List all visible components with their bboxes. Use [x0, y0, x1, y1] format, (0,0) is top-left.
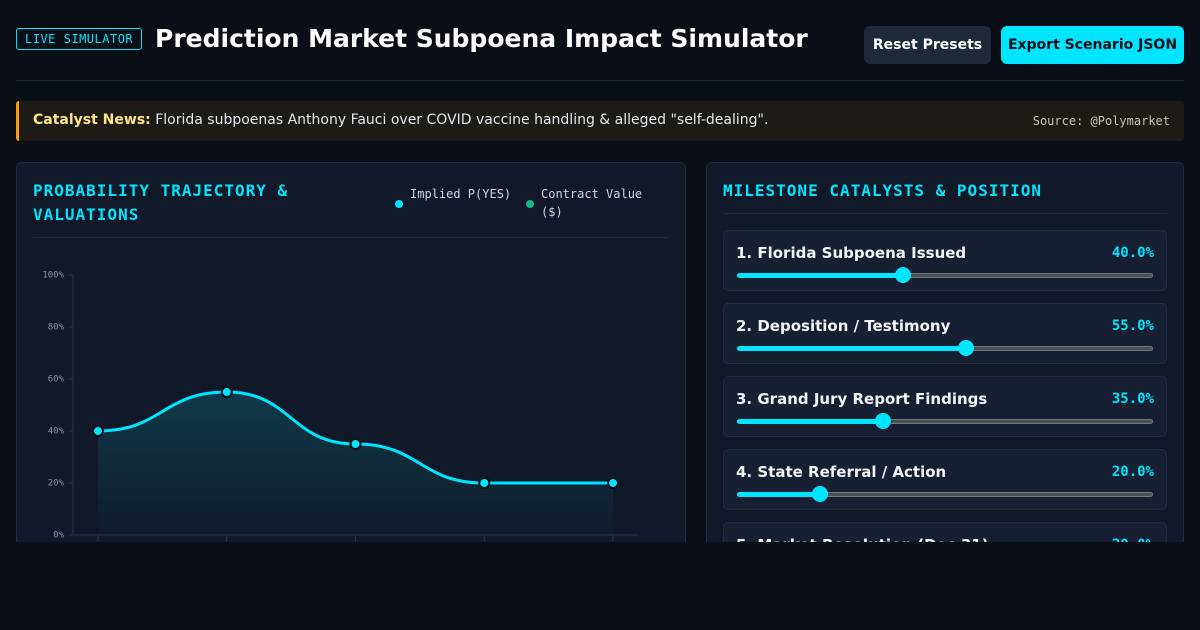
viewport: LIVE SIMULATOR Prediction Market Subpoen…: [16, 24, 1184, 542]
legend-label: Contract Value ($): [541, 187, 643, 219]
badge: LIVE SIMULATOR: [16, 28, 143, 50]
page-title: Prediction Market Subpoena Impact Simula…: [155, 24, 808, 53]
divider: [33, 237, 669, 238]
milestone-card: 1. Florida Subpoena Issued 40.0%: [723, 230, 1167, 291]
milestone-value: 55.0%: [1111, 318, 1154, 334]
banner-label: Catalyst News:: [33, 112, 151, 128]
milestone-value: 40.0%: [1111, 245, 1154, 261]
slider-knob[interactable]: [895, 267, 912, 283]
milestone-name: 5. Market Resolution (Dec 31): [736, 536, 989, 542]
milestone-name: 2. Deposition / Testimony: [736, 317, 951, 335]
legend-label: Implied P(YES): [410, 187, 512, 201]
milestone-card: 3. Grand Jury Report Findings 35.0%: [723, 376, 1167, 437]
point: [349, 438, 362, 450]
point: [607, 477, 619, 489]
point: [92, 425, 104, 437]
y-tick-label: 60%: [48, 375, 65, 385]
y-tick-label: 80%: [48, 323, 65, 333]
y-tick-label: 0%: [53, 531, 64, 541]
milestone-value: 20.0%: [1112, 537, 1154, 542]
slider-fill: [737, 346, 966, 351]
point: [220, 386, 233, 398]
y-tick-label: 40%: [48, 427, 65, 437]
banner-source: Source: @Polymarket: [1032, 114, 1170, 128]
banner: Catalyst News: Florida subpoenas Anthony…: [16, 101, 1184, 141]
milestone-card: 2. Deposition / Testimony 55.0%: [723, 303, 1167, 364]
banner-text: Catalyst News: Florida subpoenas Anthony…: [33, 112, 768, 128]
milestone-name: 1. Florida Subpoena Issued: [736, 244, 967, 262]
milestone-name: 3. Grand Jury Report Findings: [736, 390, 988, 408]
milestone-name: 4. State Referral / Action: [736, 463, 947, 481]
legend-swatch: [395, 200, 403, 208]
export-button[interactable]: Export Scenario JSON: [1001, 26, 1184, 64]
y-tick-label: 100%: [42, 271, 64, 281]
milestone-value: 20.0%: [1111, 464, 1154, 480]
slider-fill: [737, 419, 883, 424]
slider-fill: [737, 492, 821, 497]
slider-fill: [737, 273, 904, 278]
slider-knob[interactable]: [812, 486, 829, 502]
divider: [723, 213, 1167, 214]
milestone-title: MILESTONE CATALYSTS & POSITION: [723, 181, 1042, 200]
chart: 0% 20% 40% 60% 80% 100%: [42, 271, 639, 542]
divider: [16, 80, 1184, 81]
milestone-card: 4. State Referral / Action 20.0%: [723, 449, 1167, 510]
reset-button[interactable]: Reset Presets: [864, 26, 991, 64]
slider-knob[interactable]: [957, 340, 974, 356]
milestone-card: 5. Market Resolution (Dec 31) 20.0%: [723, 522, 1167, 542]
milestone-value: 35.0%: [1111, 391, 1154, 407]
y-tick-label: 20%: [48, 479, 65, 489]
slider-knob[interactable]: [874, 413, 891, 429]
point: [478, 477, 491, 489]
legend-swatch: [526, 200, 534, 208]
banner-body: Florida subpoenas Anthony Fauci over COV…: [155, 112, 769, 128]
area: [98, 392, 613, 535]
chart-title: PROBABILITY TRAJECTORY & VALUATIONS: [33, 181, 289, 224]
